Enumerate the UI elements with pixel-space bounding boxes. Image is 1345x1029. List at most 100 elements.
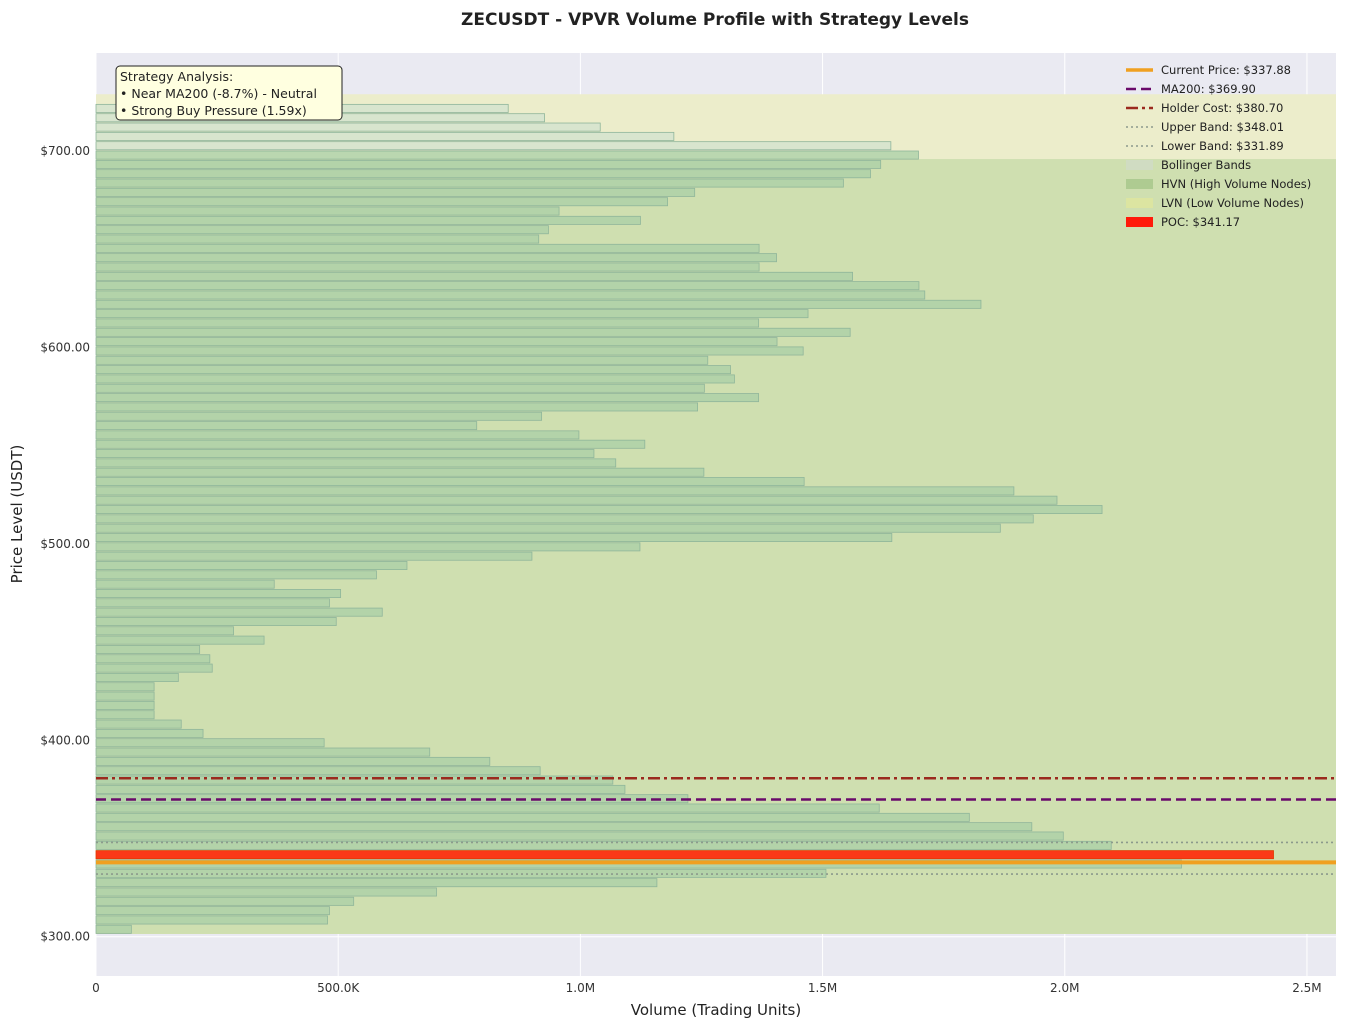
x-axis-ticks: 0 500.0K 1.0M 1.5M 2.0M 2.5M xyxy=(92,981,1321,995)
legend-label: POC: $341.17 xyxy=(1161,215,1240,229)
legend-label: Upper Band: $348.01 xyxy=(1161,120,1284,134)
volume-bar xyxy=(95,570,377,580)
legend-swatch xyxy=(1126,160,1153,170)
x-axis-label: Volume (Trading Units) xyxy=(631,1001,801,1019)
legend-swatch xyxy=(1126,217,1153,227)
y-tick-label: $600.00 xyxy=(40,341,90,355)
volume-bar xyxy=(95,477,805,487)
volume-bar xyxy=(95,738,325,748)
volume-bar xyxy=(95,197,668,207)
volume-bar xyxy=(95,710,155,720)
x-tick-label: 1.5M xyxy=(808,981,837,995)
volume-bar xyxy=(95,449,595,459)
volume-bar xyxy=(95,281,920,291)
y-tick-label: $700.00 xyxy=(40,144,90,158)
volume-bar xyxy=(95,533,893,542)
volume-bar xyxy=(95,215,641,225)
volume-bar xyxy=(95,896,355,906)
chart-title: ZECUSDT - VPVR Volume Profile with Strat… xyxy=(461,10,969,30)
volume-bar xyxy=(95,253,777,263)
legend-swatch xyxy=(1126,179,1153,189)
volume-bar xyxy=(95,672,179,682)
volume-bar xyxy=(95,421,478,431)
volume-bar xyxy=(95,505,1103,515)
volume-bar xyxy=(95,430,580,440)
legend-label: Bollinger Bands xyxy=(1161,158,1251,172)
volume-bar xyxy=(95,878,658,888)
annotation-line: • Near MA200 (-8.7%) - Neutral xyxy=(120,86,317,101)
volume-bar xyxy=(95,337,778,347)
volume-bar xyxy=(95,766,541,776)
volume-bar xyxy=(95,542,641,552)
legend: Current Price: $337.88 MA200: $369.90 Hold… xyxy=(1126,63,1311,229)
annotation-line: Strategy Analysis: xyxy=(120,69,233,84)
volume-bar xyxy=(95,523,1001,533)
volume-bar xyxy=(95,551,533,561)
volume-bar xyxy=(95,803,880,813)
x-tick-label: 1.0M xyxy=(566,981,595,995)
volume-bar xyxy=(95,691,155,701)
volume-bar xyxy=(95,365,731,375)
y-axis-label: Price Level (USDT) xyxy=(8,445,26,584)
strategy-analysis-box: Strategy Analysis: • Near MA200 (-8.7%) -… xyxy=(115,65,343,121)
volume-bar xyxy=(95,617,337,626)
volume-bar xyxy=(95,393,760,403)
annotation-line: • Strong Buy Pressure (1.59x) xyxy=(120,103,307,118)
x-tick-label: 0 xyxy=(92,981,100,995)
volume-bar xyxy=(95,234,540,244)
volume-bar xyxy=(95,178,844,188)
legend-swatch xyxy=(1126,198,1153,208)
volume-bar xyxy=(95,383,705,393)
volume-bar xyxy=(95,635,265,645)
annotation-box xyxy=(115,65,343,121)
volume-bar xyxy=(95,887,437,897)
legend-label: HVN (High Volume Nodes) xyxy=(1161,177,1311,191)
legend-label: Current Price: $337.88 xyxy=(1161,63,1291,77)
y-tick-label: $500.00 xyxy=(40,537,90,551)
volume-bar xyxy=(95,187,696,197)
volume-bar xyxy=(95,495,1058,505)
volume-bar xyxy=(95,355,709,365)
strategy-levels xyxy=(96,776,1336,875)
volume-bar xyxy=(95,318,760,328)
x-tick-label: 2.5M xyxy=(1292,981,1321,995)
volume-bar xyxy=(95,663,213,673)
volume-bar xyxy=(95,645,201,654)
volume-bar xyxy=(95,626,234,636)
volume-bar xyxy=(95,159,882,169)
volume-bar xyxy=(95,169,871,179)
volume-bar xyxy=(95,458,617,468)
volume-bar xyxy=(95,654,211,664)
volume-bar xyxy=(95,439,646,449)
volume-bar xyxy=(95,131,675,141)
volume-bar xyxy=(95,906,330,916)
volume-bar xyxy=(95,225,549,235)
volume-bar xyxy=(95,141,892,151)
volume-bar xyxy=(95,915,328,925)
y-tick-label: $400.00 xyxy=(40,733,90,747)
volume-bar xyxy=(95,299,982,309)
volume-bar xyxy=(95,840,1112,850)
volume-bar xyxy=(95,747,431,757)
volume-bar xyxy=(95,290,926,300)
legend-label: LVN (Low Volume Nodes) xyxy=(1161,196,1304,210)
y-axis-ticks: $300.00 $400.00 $500.00 $600.00 $700.00 xyxy=(40,144,90,944)
legend-label: MA200: $369.90 xyxy=(1161,82,1256,96)
volume-bar xyxy=(95,756,491,766)
volume-bar xyxy=(95,346,804,356)
volume-bar xyxy=(95,309,809,319)
volume-bar xyxy=(95,150,919,160)
volume-bar xyxy=(95,589,342,598)
volume-bar xyxy=(95,719,182,729)
legend-label: Lower Band: $331.89 xyxy=(1161,139,1284,153)
volume-bar xyxy=(95,486,1015,496)
volume-bar xyxy=(95,122,601,132)
y-tick-label: $300.00 xyxy=(40,930,90,944)
volume-bar xyxy=(95,561,408,570)
volume-bars xyxy=(95,103,1274,934)
volume-bar xyxy=(95,402,698,412)
volume-bar xyxy=(95,924,132,934)
x-tick-label: 500.0K xyxy=(317,981,360,995)
volume-bar xyxy=(95,327,851,337)
